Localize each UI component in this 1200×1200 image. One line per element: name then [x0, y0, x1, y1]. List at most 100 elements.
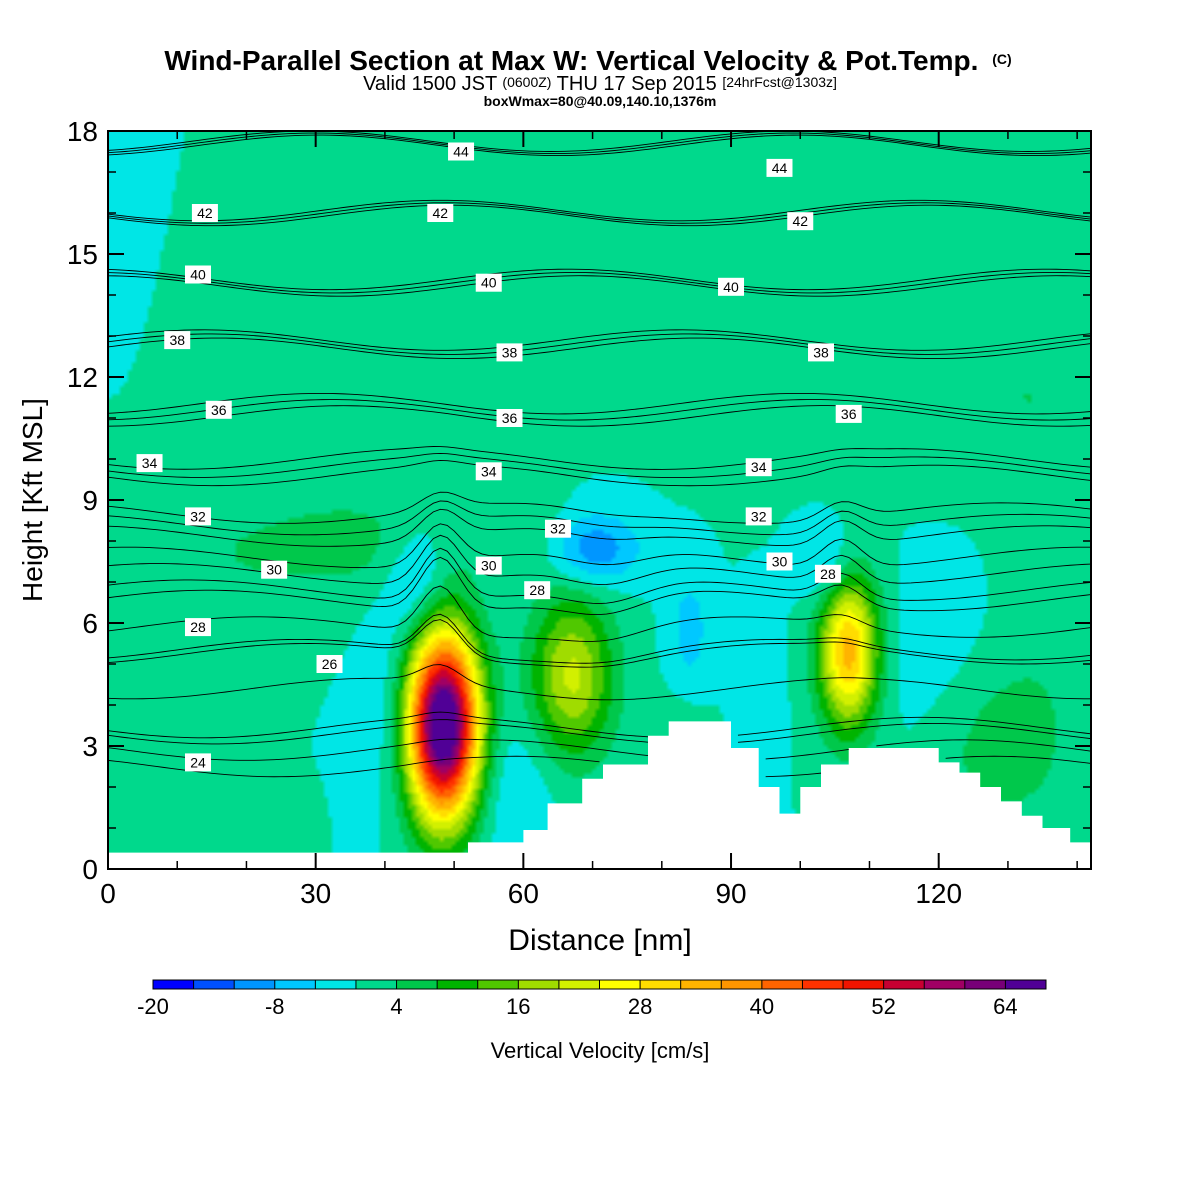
svg-text:28: 28	[529, 582, 545, 598]
svg-text:34: 34	[751, 459, 767, 475]
isentrope-line	[107, 337, 1092, 359]
contour-label: 30	[261, 560, 288, 579]
svg-text:30: 30	[266, 562, 282, 578]
isentrope-line	[107, 556, 1092, 616]
isentrope-line	[107, 275, 1092, 297]
colorbar-swatch	[924, 980, 966, 989]
y-tick-label: 3	[82, 731, 98, 762]
isentrope-line	[107, 585, 1092, 642]
svg-text:42: 42	[432, 205, 448, 221]
colorbar-tick-label: 4	[390, 994, 402, 1019]
contour-labels: 44 44 42 42 42 40 40 40 38 38 38 36 36 36 34 34 34 32 32 32…	[136, 142, 862, 772]
svg-text:36: 36	[211, 402, 227, 418]
svg-text:28: 28	[190, 619, 206, 635]
isentrope-line	[107, 132, 1092, 154]
isentrope-line	[107, 130, 1092, 152]
contour-label: 32	[745, 507, 772, 526]
isentrope-line	[737, 716, 1092, 736]
colorbar-tick-label: 40	[750, 994, 774, 1019]
svg-text:30: 30	[772, 554, 788, 570]
colorbar-swatch	[640, 980, 682, 989]
x-tick-label: 0	[100, 878, 116, 909]
contour-label: 42	[191, 204, 218, 222]
isentrope-line	[107, 523, 1092, 569]
svg-text:28: 28	[820, 566, 836, 582]
contour-label: 42	[787, 212, 814, 231]
x-tick-label: 30	[300, 878, 331, 909]
contour-label: 40	[718, 277, 745, 296]
colorbar-swatch	[721, 980, 763, 989]
contour-label: 28	[814, 564, 841, 583]
colorbar-swatch	[477, 980, 519, 989]
isentrope-line	[107, 199, 1092, 222]
colorbar	[152, 979, 1047, 990]
colorbar-swatch	[234, 980, 276, 989]
svg-text:42: 42	[197, 205, 213, 221]
colorbar-swatch	[680, 980, 722, 989]
isentrope-line	[107, 405, 1092, 427]
colorbar-swatch	[274, 980, 316, 989]
isentrope-line	[107, 204, 1092, 227]
svg-text:38: 38	[813, 344, 829, 360]
colorbar-swatch	[599, 980, 641, 989]
contour-label: 30	[475, 556, 502, 575]
box-wmax-line: boxWmax=80@40.09,140.10,1376m	[484, 93, 717, 109]
contour-label: 42	[427, 204, 454, 222]
colorbar-swatch	[883, 980, 925, 989]
contour-label: 36	[496, 409, 523, 427]
svg-text:36: 36	[841, 406, 857, 422]
isentrope-line	[107, 491, 1092, 524]
svg-text:32: 32	[190, 508, 206, 524]
colorbar-tick-label: 52	[871, 994, 895, 1019]
isentrope-line	[107, 613, 1092, 664]
colorbar-tick-label: 64	[993, 994, 1017, 1019]
contour-label: 26	[316, 655, 343, 673]
colorbar-swatch	[802, 980, 844, 989]
colorbar-label: Vertical Velocity [cm/s]	[491, 1038, 710, 1063]
svg-text:38: 38	[169, 332, 185, 348]
colorbar-swatch	[1005, 980, 1047, 989]
isentrope-line	[107, 333, 1092, 355]
colorbar-swatch	[964, 980, 1006, 989]
svg-text:32: 32	[550, 521, 566, 537]
contour-label: 36	[835, 404, 862, 423]
contour-label: 40	[475, 273, 502, 292]
contour-label: 32	[184, 507, 211, 526]
colorbar-swatch	[761, 980, 803, 989]
y-axis-label: Height [Kft MSL]	[17, 398, 48, 602]
colorbar-swatch	[518, 980, 560, 989]
colorbar-swatch	[153, 980, 195, 989]
x-axis-ticks: 0 30 60 90 120	[100, 131, 1078, 909]
svg-text:40: 40	[190, 267, 206, 283]
svg-text:36: 36	[502, 410, 518, 426]
colorbar-swatch	[843, 980, 885, 989]
x-axis-label: Distance [nm]	[508, 924, 691, 957]
contour-label: 34	[475, 462, 502, 481]
contour-label: 44	[448, 142, 475, 161]
svg-text:42: 42	[792, 213, 808, 229]
isentrope-line	[107, 664, 1092, 701]
isentrope-line	[107, 392, 1092, 415]
isentrope-line	[765, 772, 822, 778]
svg-text:26: 26	[322, 656, 338, 672]
y-tick-label: 12	[67, 362, 98, 393]
colorbar-tick-labels: -20 -8 4 16 28 40 52 64	[137, 994, 1018, 1019]
x-tick-label: 60	[508, 878, 539, 909]
isentrope-line	[107, 460, 1092, 487]
potential-temperature-contours	[107, 130, 1092, 778]
colorbar-tick-label: 28	[628, 994, 652, 1019]
isentrope-line	[107, 619, 1092, 668]
isentrope-line	[737, 723, 1092, 743]
svg-text:32: 32	[751, 508, 767, 524]
colorbar-tick-label: -8	[265, 994, 285, 1019]
colorbar-swatch	[315, 980, 357, 989]
isentrope-line	[107, 272, 1092, 294]
isentrope-line	[765, 749, 849, 760]
colorbar-swatch	[437, 980, 479, 989]
y-tick-label: 6	[82, 608, 98, 639]
svg-text:44: 44	[772, 160, 788, 176]
contour-label: 44	[766, 158, 793, 177]
y-tick-label: 0	[82, 854, 98, 885]
colorbar-swatch	[558, 980, 600, 989]
isentrope-line	[107, 547, 1092, 604]
